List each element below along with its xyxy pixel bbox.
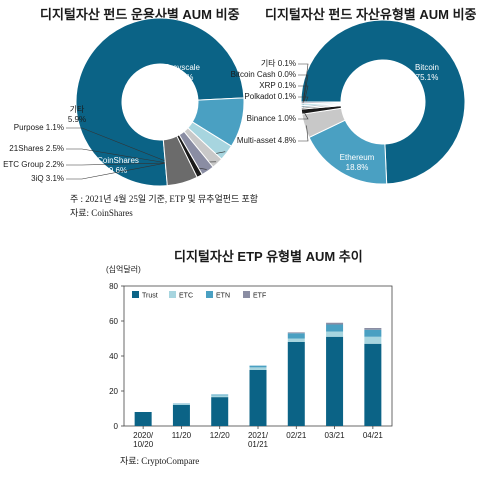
- legend-swatch-etc: [169, 291, 176, 298]
- bar-source: 자료: CryptoCompare: [120, 456, 200, 466]
- legend-label-etc: ETC: [179, 293, 193, 300]
- bar-chart: (십억달러) 0 20 40 60 80 2020/10/20 11/20 12/20 2021/…: [106, 264, 393, 449]
- pie0-leader-5: [66, 127, 199, 175]
- pie1-slice-7: [300, 101, 342, 105]
- pie1-leader-6: [298, 74, 309, 105]
- pie0-label-1: CoinShares 9.6%: [97, 156, 139, 175]
- bar-xtick-label-3: 2021/01/21: [248, 431, 269, 449]
- bar-ytick-label-1: 20: [109, 387, 118, 396]
- pie0-slice-0: [75, 17, 245, 187]
- bar-xtick-label-2: 12/20: [210, 431, 231, 440]
- pie-source: 자료: CoinShares: [70, 208, 133, 218]
- pie1-leader-2: [298, 125, 309, 142]
- bar-title: 디지털자산 ETP 유형별 AUM 추이: [174, 249, 363, 264]
- bar-etf-6: [364, 328, 382, 330]
- legend-label-etn: ETN: [216, 293, 230, 300]
- bar-trust-3: [249, 370, 267, 426]
- pie1-label-6: Bitcoin Cash 0.0%: [231, 70, 296, 79]
- bar-trust-2: [211, 397, 229, 426]
- bar-etn-4: [287, 333, 305, 339]
- bar-ytick-label-4: 80: [109, 282, 118, 291]
- bar-xtick-label-4: 02/21: [286, 431, 307, 440]
- legend-label-etf: ETF: [253, 293, 266, 300]
- pie0-label-2: 3iQ 3.1%: [31, 174, 64, 183]
- pie1-leader-5: [298, 85, 309, 107]
- bar-etc-2: [211, 395, 229, 398]
- bar-trust-6: [364, 343, 382, 426]
- bar-xtick-label-5: 03/21: [325, 431, 346, 440]
- bar-etn-6: [364, 329, 382, 337]
- bar-ytick-label-2: 40: [109, 352, 118, 361]
- pie0-label-5: Purpose 1.1%: [14, 123, 64, 132]
- bar-trust-4: [287, 342, 305, 426]
- bar-xtick-label-6: 04/21: [363, 431, 384, 440]
- bar-trust-0: [134, 412, 152, 426]
- bar-xtick-label-0: 2020/10/20: [133, 431, 154, 449]
- bar-etf-4: [287, 332, 305, 334]
- bar-xtick-label-1: 11/20: [172, 431, 192, 440]
- pie0-slice-6: [162, 135, 198, 187]
- pie0-label-4: 21Shares 2.5%: [9, 144, 64, 153]
- bar-etn-1: [172, 403, 190, 405]
- legend-swatch-etn: [206, 291, 213, 298]
- bar-etc-4: [287, 338, 305, 342]
- bar-etc-1: [172, 404, 190, 405]
- pie1-leader-3: [298, 111, 309, 120]
- bar-etc-5: [326, 331, 344, 337]
- pie-charts: Grayscale 75.6% CoinShares 9.6% 3iQ 3.1% ETC …: [3, 17, 466, 187]
- legend-swatch-trust: [132, 291, 139, 298]
- legend-label-trust: Trust: [142, 293, 158, 300]
- pie2-title: 디지털자산 펀드 자산유형별 AUM 비중: [265, 7, 477, 22]
- pie0-label-6: 기타 5.9%: [68, 105, 86, 124]
- bar-ytick-label-3: 60: [109, 317, 118, 326]
- pie1-label-2: Multi-asset 4.8%: [237, 136, 296, 145]
- bar-etf-5: [326, 322, 344, 325]
- bar-etn-3: [249, 365, 267, 368]
- pie1-label-7: 기타 0.1%: [261, 59, 296, 68]
- pie1-title: 디지털자산 펀드 운용사별 AUM 비중: [40, 7, 240, 22]
- pie1-label-4: Polkadot 0.1%: [244, 92, 296, 101]
- pie1-label-0: Bitcoin 75.1%: [415, 63, 439, 82]
- pie-footnote: 주 : 2021년 4월 25일 기준, ETP 및 뮤추얼펀드 포함: [70, 194, 259, 204]
- bar-ylabel: (십억달러): [106, 264, 141, 274]
- pie1-leader-7: [298, 63, 309, 103]
- pie1-label-3: Binance 1.0%: [247, 114, 296, 123]
- bar-ytick-label-0: 0: [114, 422, 119, 431]
- bar-etn-2: [211, 394, 229, 396]
- bar-etc-3: [249, 367, 267, 370]
- bar-trust-5: [326, 336, 344, 426]
- pie1-slice-0: [300, 19, 466, 185]
- pie1-label-1: Ethereum 18.8%: [340, 153, 375, 172]
- pie1-label-5: XRP 0.1%: [259, 81, 296, 90]
- pie0-label-0: Grayscale 75.6%: [164, 63, 201, 82]
- bar-etn-5: [326, 324, 344, 332]
- pie0-label-3: ETC Group 2.2%: [3, 160, 64, 169]
- bar-trust-1: [172, 405, 190, 426]
- bar-etc-6: [364, 336, 382, 344]
- legend-swatch-etf: [243, 291, 250, 298]
